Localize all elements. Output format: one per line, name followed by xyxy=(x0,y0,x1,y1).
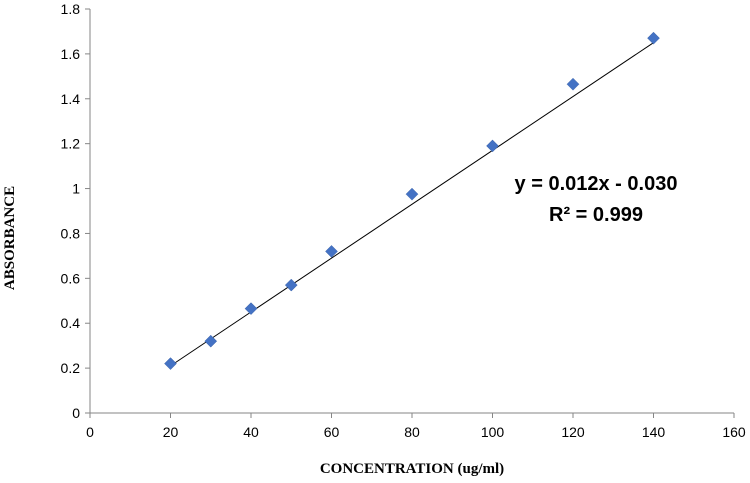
y-tick-label: 0.6 xyxy=(61,270,81,286)
data-point xyxy=(325,245,338,258)
data-point xyxy=(647,31,660,45)
data-point xyxy=(486,139,499,153)
x-ticks: 0 20 40 60 80 100 120 140 160 xyxy=(86,413,746,440)
data-point xyxy=(566,77,580,91)
data-point xyxy=(204,334,218,348)
trendline-equation: y = 0.012x - 0.030 xyxy=(515,173,678,195)
x-tick-label: 20 xyxy=(163,424,179,440)
y-tick-label: 1 xyxy=(72,181,80,197)
x-tick-label: 100 xyxy=(481,424,505,440)
y-tick-label: 1.2 xyxy=(61,136,81,152)
x-tick-label: 120 xyxy=(561,424,585,440)
y-tick-label: 1.8 xyxy=(61,1,81,17)
y-ticks: 0 0.2 0.4 0.6 0.8 1 1.2 1.4 1.6 1.8 xyxy=(61,1,90,421)
x-tick-label: 60 xyxy=(324,424,340,440)
y-tick-label: 0.4 xyxy=(61,315,81,331)
data-point xyxy=(405,187,419,201)
y-axis-title: ABSORBANCE xyxy=(2,186,18,290)
x-axis-title: CONCENTRATION (ug/ml) xyxy=(320,461,504,477)
y-tick-label: 0.2 xyxy=(61,360,81,376)
y-tick-label: 0 xyxy=(72,405,80,421)
data-point xyxy=(284,278,298,292)
data-point xyxy=(244,302,258,315)
data-points xyxy=(164,31,660,370)
data-point xyxy=(164,357,177,370)
y-tick-label: 1.4 xyxy=(61,91,81,107)
r-squared-label: R² = 0.999 xyxy=(549,204,643,226)
x-tick-label: 140 xyxy=(642,424,666,440)
y-tick-label: 0.8 xyxy=(61,225,81,241)
x-tick-label: 0 xyxy=(86,424,94,440)
x-tick-label: 40 xyxy=(243,424,259,440)
x-tick-label: 160 xyxy=(722,424,746,440)
x-tick-label: 80 xyxy=(404,424,420,440)
y-tick-label: 1.6 xyxy=(61,46,81,62)
